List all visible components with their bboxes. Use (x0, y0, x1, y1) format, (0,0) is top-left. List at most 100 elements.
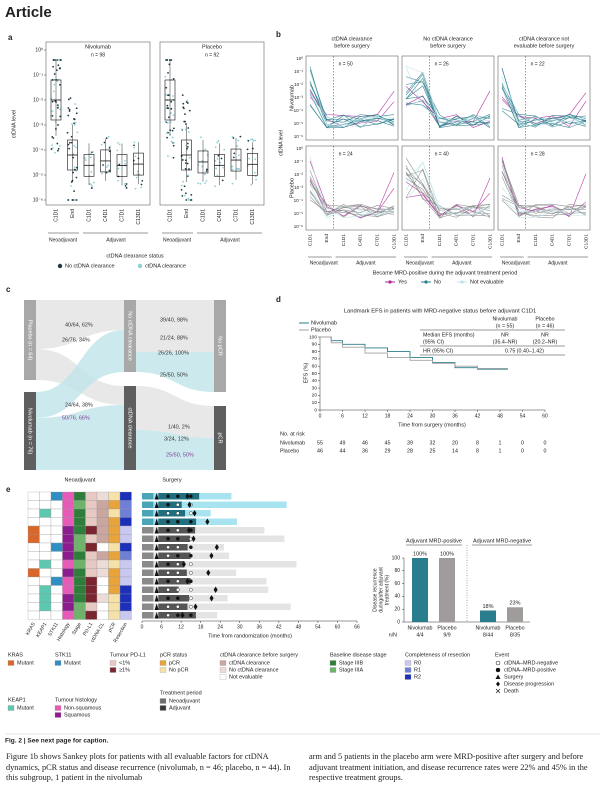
x-tick-label: C4D1 (103, 209, 109, 222)
heatmap-cell (108, 542, 121, 552)
data-dot (166, 104, 169, 107)
trajectory (405, 77, 491, 129)
y-tick-label: 40 (312, 378, 318, 384)
data-dot (56, 104, 59, 107)
followup-bar (142, 603, 291, 610)
legend-title: STK11 (55, 652, 71, 658)
legend-label: Death (504, 688, 519, 694)
followup-bar (142, 501, 287, 508)
heatmap-cell (96, 559, 109, 569)
heatmap-cell (50, 508, 63, 518)
heatmap-cell (50, 593, 63, 603)
data-dot (214, 185, 216, 188)
x-tick-label: 42 (276, 624, 282, 630)
neoadjuvant-bar (142, 535, 154, 542)
x-tick-label: C7D1 (119, 209, 125, 222)
heatmap-cell (27, 551, 40, 561)
heatmap-cell (119, 551, 132, 561)
neoadjuvant-bar (142, 603, 154, 610)
data-dot (204, 182, 207, 185)
data-dot (52, 59, 55, 61)
data-dot (216, 141, 219, 144)
data-dot (100, 172, 103, 175)
heatmap-cell (96, 500, 109, 510)
data-dot (92, 181, 95, 184)
x-tick-label: C1D1 (499, 234, 505, 247)
y-tick-label: 10⁻⁶ (294, 134, 303, 139)
heatmap-cell (96, 517, 109, 527)
data-dot (70, 181, 73, 183)
trajectory (405, 173, 491, 217)
data-dot (172, 114, 175, 117)
data-dot (255, 178, 257, 181)
n-label: 4/4 (416, 632, 423, 638)
x-tick-label: C1D1 (533, 234, 539, 247)
y-tick-label: 10⁻² (294, 172, 303, 177)
x-tick-label: C4D1 (454, 234, 460, 247)
data-dot (70, 184, 73, 187)
legend-label: R2 (414, 674, 421, 680)
event-marker (166, 587, 170, 592)
data-dot (184, 120, 187, 123)
x-tick-label: 30 (237, 624, 243, 630)
heatmap-cell (108, 491, 121, 501)
event-marker (176, 511, 180, 516)
label: 0.75 (0.40–1.42) (505, 348, 544, 354)
n-label: 8/44 (483, 632, 493, 638)
data-dot (251, 138, 254, 141)
flow-label: 25/50, 50% (160, 372, 188, 378)
data-dot (233, 152, 236, 155)
risk-count: 32 (430, 440, 436, 446)
event-marker (189, 494, 193, 499)
data-dot (219, 161, 222, 164)
legend-swatch (137, 263, 143, 269)
data-dot (164, 120, 167, 123)
event-marker (189, 579, 193, 584)
risk-count: 44 (340, 448, 346, 454)
event-marker (189, 570, 193, 575)
followup-bar (142, 578, 267, 585)
event-marker (166, 562, 170, 567)
risk-count: 0 (521, 440, 524, 446)
data-dot (75, 107, 78, 110)
heatmap-cell (73, 610, 86, 620)
legend-label: <1% (119, 660, 130, 666)
heatmap-cell (39, 534, 52, 544)
x-tick-label: 24 (217, 624, 223, 630)
data-dot (165, 86, 168, 89)
data-dot (186, 142, 189, 145)
data-dot (190, 199, 193, 201)
panel-letter: b (276, 30, 281, 39)
heatmap-cell (85, 534, 98, 544)
heatmap-cell (108, 508, 121, 518)
y-tick-label: 90 (312, 342, 318, 348)
event-marker (176, 519, 180, 524)
heatmap-cell (27, 602, 40, 612)
data-dot (217, 140, 220, 142)
trajectory (309, 181, 395, 218)
plot-frame (401, 55, 495, 141)
heatmap-cell (108, 610, 121, 620)
data-dot (187, 199, 190, 201)
heatmap-cell (27, 525, 40, 535)
data-dot (188, 131, 190, 133)
event-marker (189, 587, 193, 592)
legend-swatch (424, 280, 428, 284)
risk-count: 45 (385, 440, 391, 446)
x-tick-label: C1D1 (53, 209, 59, 222)
panel-letter: c (6, 285, 11, 294)
legend-label: Yes (398, 279, 407, 285)
data-dot (136, 173, 139, 176)
period-label: Neoadjuvant (502, 260, 531, 266)
data-dot (117, 179, 119, 182)
data-dot (67, 114, 70, 117)
heatmap-cell (96, 602, 109, 612)
legend-swatch (109, 660, 117, 666)
heatmap-cell (39, 585, 52, 595)
neoadjuvant-bar (142, 544, 154, 551)
x-tick-label: C1D1 (200, 209, 206, 222)
sankey-flow (36, 405, 124, 470)
x-tick-label: Nivolumab (407, 625, 432, 631)
heatmap-cell (119, 500, 132, 510)
risk-count: 14 (452, 448, 458, 454)
